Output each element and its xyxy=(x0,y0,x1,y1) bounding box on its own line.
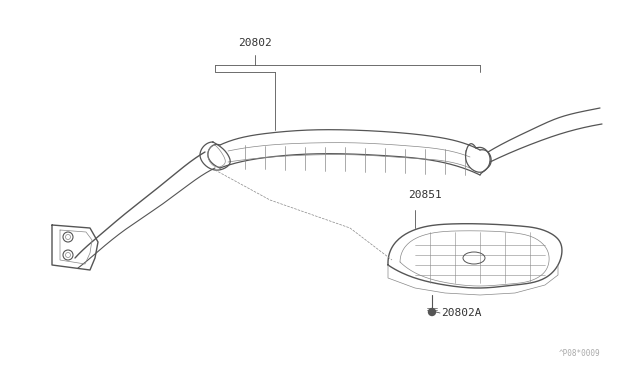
Text: 20802: 20802 xyxy=(238,38,272,48)
Circle shape xyxy=(429,308,435,315)
Text: 20802A: 20802A xyxy=(441,308,481,318)
Text: 20851: 20851 xyxy=(408,190,442,200)
Text: ^P08*0009: ^P08*0009 xyxy=(558,349,600,358)
